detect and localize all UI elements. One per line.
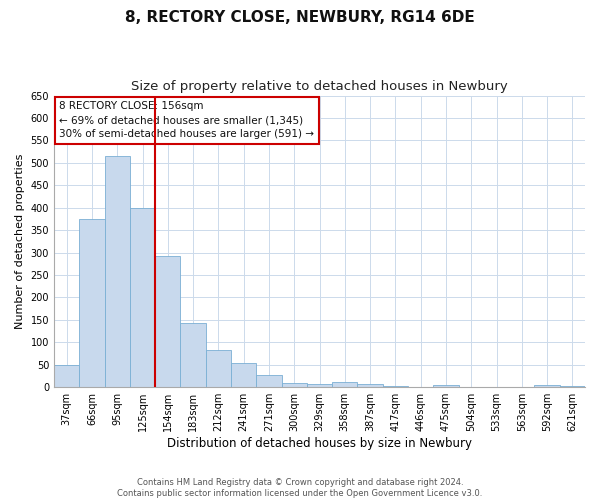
Bar [281, 382, 307, 387]
Bar [206, 350, 231, 387]
Text: 8, RECTORY CLOSE, NEWBURY, RG14 6DE: 8, RECTORY CLOSE, NEWBURY, RG14 6DE [125, 10, 475, 25]
Text: 8 RECTORY CLOSE: 156sqm
← 69% of detached houses are smaller (1,345)
30% of semi: 8 RECTORY CLOSE: 156sqm ← 69% of detache… [59, 102, 314, 140]
Bar [307, 384, 332, 387]
Bar [433, 386, 458, 387]
Bar [130, 208, 155, 387]
Bar [181, 323, 206, 387]
X-axis label: Distribution of detached houses by size in Newbury: Distribution of detached houses by size … [167, 437, 472, 450]
Bar [332, 382, 358, 387]
Bar [560, 386, 585, 387]
Bar [155, 256, 181, 387]
Y-axis label: Number of detached properties: Number of detached properties [15, 154, 25, 329]
Bar [54, 365, 79, 387]
Bar [79, 219, 104, 387]
Bar [256, 374, 281, 387]
Title: Size of property relative to detached houses in Newbury: Size of property relative to detached ho… [131, 80, 508, 93]
Bar [231, 362, 256, 387]
Bar [358, 384, 383, 387]
Bar [383, 386, 408, 387]
Text: Contains HM Land Registry data © Crown copyright and database right 2024.
Contai: Contains HM Land Registry data © Crown c… [118, 478, 482, 498]
Bar [104, 156, 130, 387]
Bar [535, 386, 560, 387]
